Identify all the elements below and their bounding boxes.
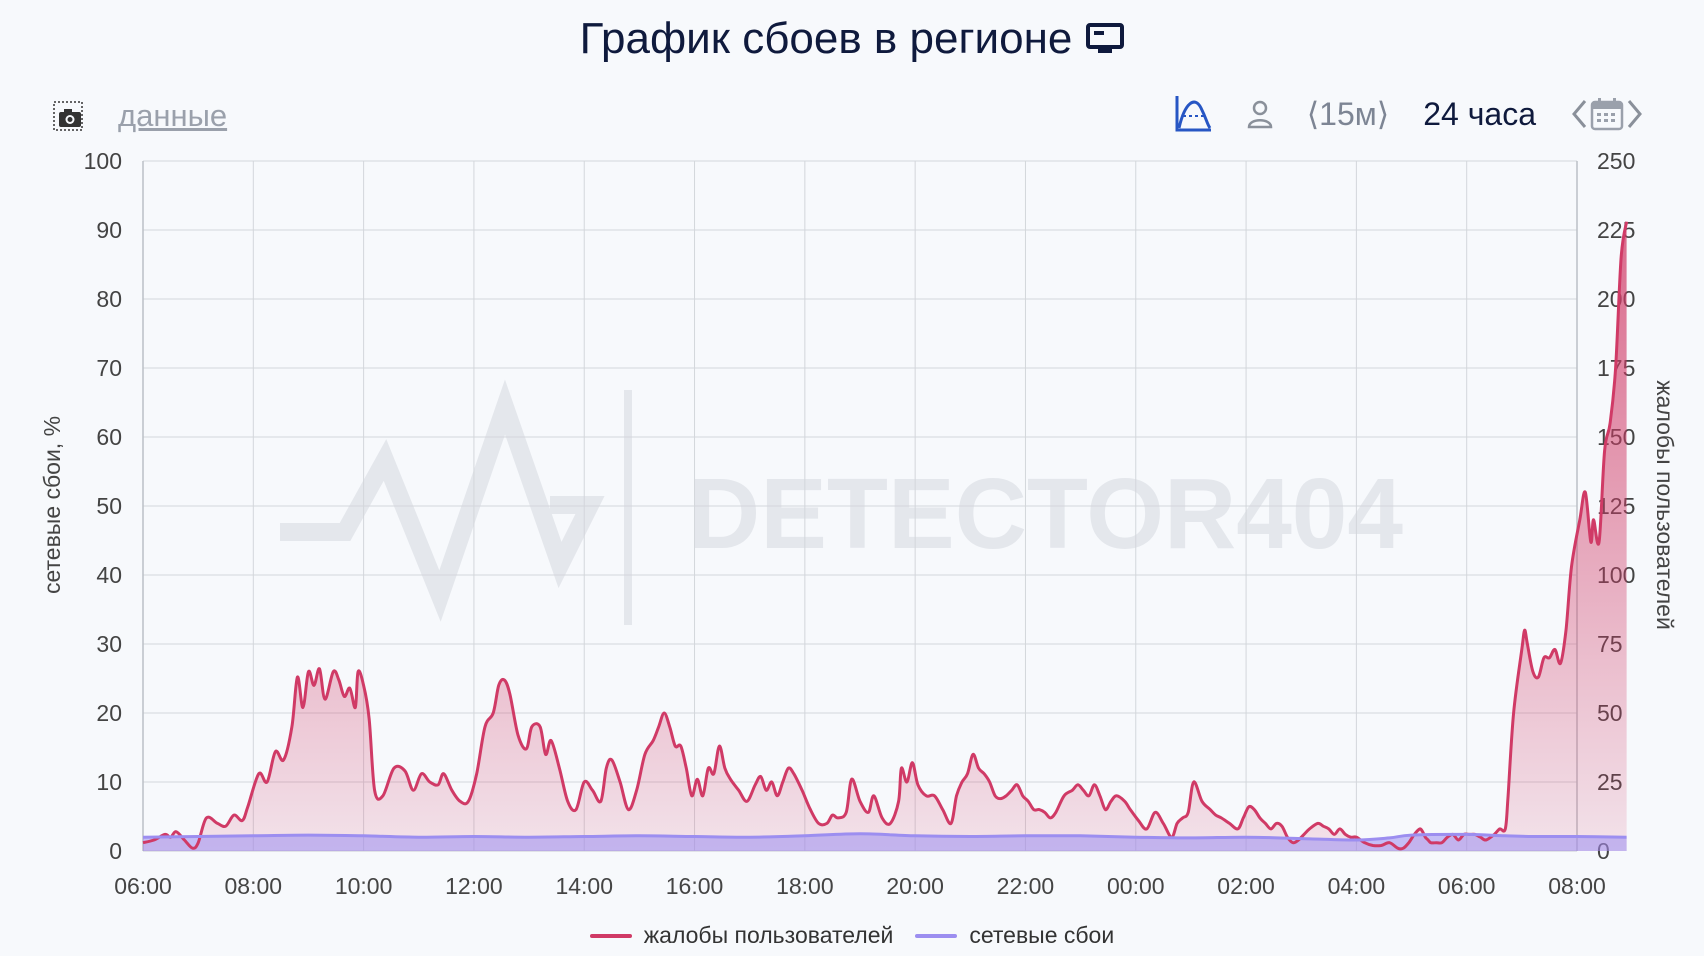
y-left-tick-label: 70 [96, 355, 122, 381]
x-tick-label: 08:00 [225, 873, 283, 899]
complaints-area [143, 221, 1627, 851]
chart-title-row: График сбоев в регионе [0, 14, 1704, 64]
y-right-tick-label: 250 [1597, 148, 1635, 174]
x-tick-label: 06:00 [114, 873, 172, 899]
y-left-tick-label: 0 [109, 838, 122, 864]
chevron-right-icon[interactable] [1626, 98, 1644, 130]
monitor-icon [1086, 23, 1125, 53]
x-tick-label: 02:00 [1217, 873, 1275, 899]
y-left-tick-label: 20 [96, 700, 122, 726]
legend-label: сетевые сбои [969, 922, 1115, 948]
legend-label: жалобы пользователей [643, 922, 894, 948]
outage-chart: DETECTOR40401020304050607080901000255075… [39, 148, 1678, 899]
x-tick-label: 22:00 [997, 873, 1055, 899]
y-left-tick-label: 100 [84, 148, 122, 174]
page-title: График сбоев в регионе [579, 14, 1073, 63]
x-tick-label: 04:00 [1328, 873, 1386, 899]
y-right-tick-label: 225 [1597, 217, 1635, 243]
x-tick-label: 00:00 [1107, 873, 1165, 899]
x-tick-label: 16:00 [666, 873, 724, 899]
x-tick-label: 18:00 [776, 873, 834, 899]
toolbar-right: ⟨15м⟩ 24 часа [1173, 94, 1644, 134]
x-tick-label: 10:00 [335, 873, 393, 899]
watermark-text: DETECTOR404 [688, 458, 1403, 570]
toolbar-left: данные [52, 98, 227, 134]
calendar-icon[interactable] [1590, 97, 1624, 131]
y-left-tick-label: 50 [96, 493, 122, 519]
period-24h-button[interactable]: 24 часа [1423, 95, 1536, 132]
legend: жалобы пользователей сетевые сбои [0, 922, 1704, 949]
y-left-tick-label: 40 [96, 562, 122, 588]
y-left-tick-label: 90 [96, 217, 122, 243]
legend-item-complaints[interactable]: жалобы пользователей [589, 922, 894, 949]
x-tick-label: 06:00 [1438, 873, 1496, 899]
period-15m-button[interactable]: ⟨15м⟩ [1306, 96, 1390, 132]
complaints-line[interactable] [142, 221, 1629, 851]
y-left-tick-label: 80 [96, 286, 122, 312]
x-tick-label: 20:00 [886, 873, 944, 899]
curve-chart-icon[interactable] [1173, 94, 1213, 134]
y-right-tick-label: 200 [1597, 286, 1635, 312]
x-tick-label: 12:00 [445, 873, 503, 899]
x-tick-label: 14:00 [555, 873, 613, 899]
y-left-tick-label: 10 [96, 769, 122, 795]
date-navigator [1570, 97, 1644, 131]
network-line[interactable] [142, 832, 1627, 842]
camera-icon[interactable] [52, 100, 84, 132]
x-tick-label: 08:00 [1548, 873, 1606, 899]
legend-swatch-complaints [589, 933, 632, 938]
y-right-axis-label: жалобы пользователей [1652, 380, 1678, 630]
legend-swatch-network [915, 933, 958, 938]
watermark-logo [280, 379, 605, 622]
y-left-axis-label: сетевые сбои, % [39, 416, 65, 594]
legend-item-network[interactable]: сетевые сбои [915, 922, 1114, 949]
y-left-tick-label: 30 [96, 631, 122, 657]
data-link[interactable]: данные [118, 98, 228, 133]
chevron-left-icon[interactable] [1570, 98, 1588, 130]
user-icon[interactable] [1247, 99, 1273, 129]
y-left-tick-label: 60 [96, 424, 122, 450]
